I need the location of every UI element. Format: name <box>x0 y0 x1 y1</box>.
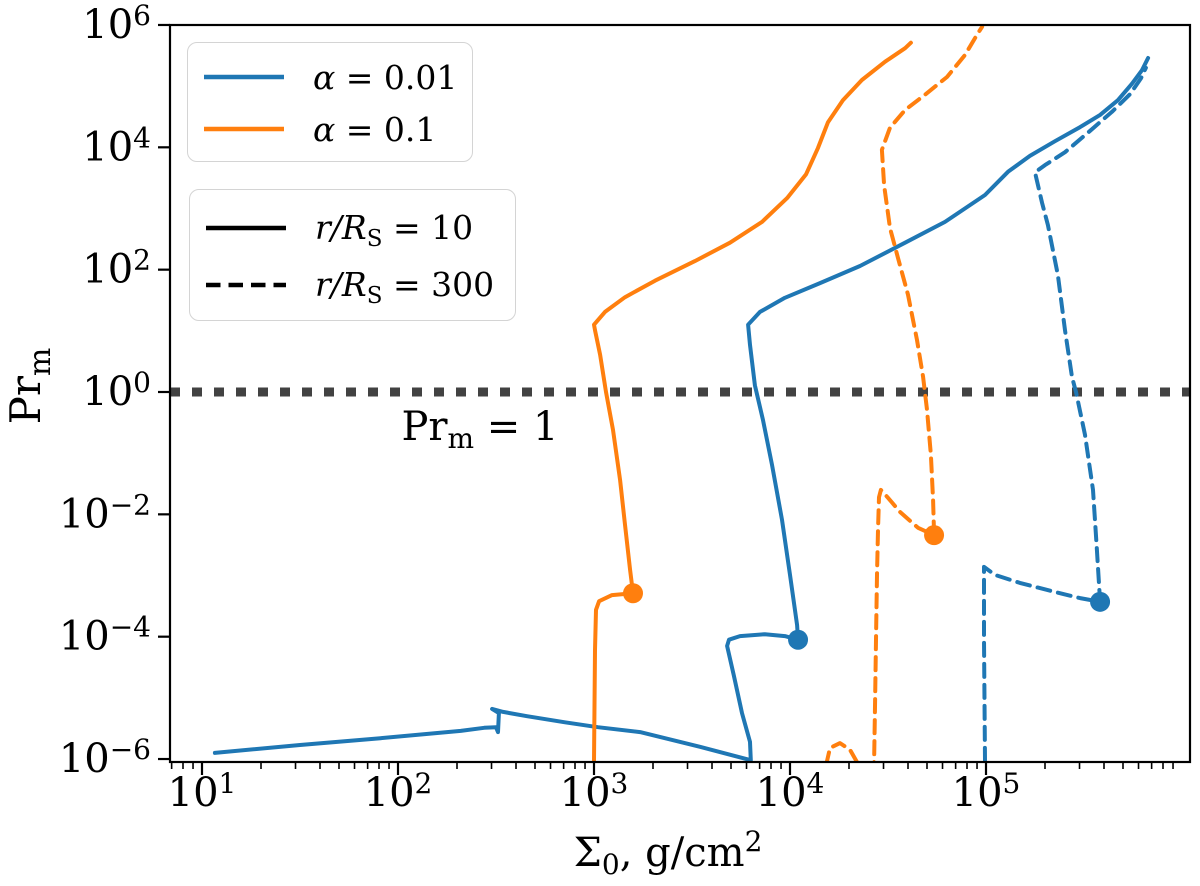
x-tick-label-10e3: 103 <box>560 767 629 816</box>
annotation-sub: m <box>448 422 475 455</box>
ylabel-subscript: m <box>23 348 58 376</box>
x-tick-label-10e5: 105 <box>952 767 1021 816</box>
curve-alpha-0.01-r-r-s-300 <box>982 65 1148 762</box>
curve-alpha-0.1-r-r-s-10 <box>592 40 913 762</box>
data-markers <box>623 525 1111 650</box>
y-axis-label: Prm <box>1 348 58 425</box>
xlabel-superscript: 2 <box>745 825 763 858</box>
x-tick-label-10e4: 104 <box>756 767 825 816</box>
y-tick-label-10e6: 106 <box>82 0 151 48</box>
x-axis-label: Σ0, g/cm2 <box>574 825 763 881</box>
y-tick-label-10e4: 104 <box>82 121 151 170</box>
xlabel-rest: , g/cm <box>620 830 745 876</box>
ylabel-main: Pr <box>1 375 50 424</box>
x-tick-label-10e1: 101 <box>168 767 237 816</box>
legend-line-sample-alpha-001 <box>204 74 284 80</box>
curve-alpha-0.01-r-r-s-10 <box>212 56 1151 762</box>
y-tick-label-10e-4: 10−4 <box>59 611 151 660</box>
legend-line-sample-r10 <box>206 225 286 230</box>
legend-line-sample-alpha-01 <box>204 126 284 132</box>
legend-item-r300: r/RS = 300 <box>190 256 515 313</box>
y-tick-label-10e0: 100 <box>82 366 151 415</box>
x-axis-ticks: 101 102 103 104 105 <box>168 762 1174 816</box>
legend-label-alpha-01: α = 0.1 <box>313 109 437 149</box>
legend-item-alpha-01: α = 0.1 <box>188 103 472 155</box>
prm-equals-1-annotation: Prm = 1 <box>401 404 558 455</box>
legend-item-alpha-001: α = 0.01 <box>188 51 472 103</box>
marker-alpha-0.1-r-r-s-10 <box>623 583 644 604</box>
y-tick-label-10e2: 102 <box>82 244 151 293</box>
legend-radius: r/RS = 10 r/RS = 300 <box>189 189 516 321</box>
legend-label-alpha-001: α = 0.01 <box>313 57 458 97</box>
marker-alpha-0.1-r-r-s-300 <box>924 525 945 546</box>
legend-item-r10: r/RS = 10 <box>190 199 515 256</box>
y-tick-label-10e-6: 10−6 <box>59 733 151 782</box>
y-axis-ticks: 106 104 102 100 10−2 10−4 10−6 <box>59 0 170 782</box>
legend-label-r300: r/RS = 300 <box>315 265 495 309</box>
marker-alpha-0.01-r-r-s-300 <box>1090 591 1111 612</box>
annotation-main: Pr <box>401 404 448 450</box>
axes-spines <box>168 23 1192 764</box>
legend-alpha: α = 0.01 α = 0.1 <box>187 42 473 162</box>
annotation-rest: = 1 <box>474 404 558 450</box>
marker-alpha-0.01-r-r-s-10 <box>788 629 809 650</box>
curve-alpha-0.1-r-r-s-300 <box>824 25 985 762</box>
x-tick-label-10e2: 102 <box>364 767 433 816</box>
legend-label-r10: r/RS = 10 <box>315 208 474 252</box>
y-tick-label-10e-2: 10−2 <box>59 488 151 537</box>
xlabel-subscript: 0 <box>602 848 620 881</box>
legend-line-sample-r300 <box>206 282 286 287</box>
xlabel-symbol: Σ <box>574 830 602 876</box>
